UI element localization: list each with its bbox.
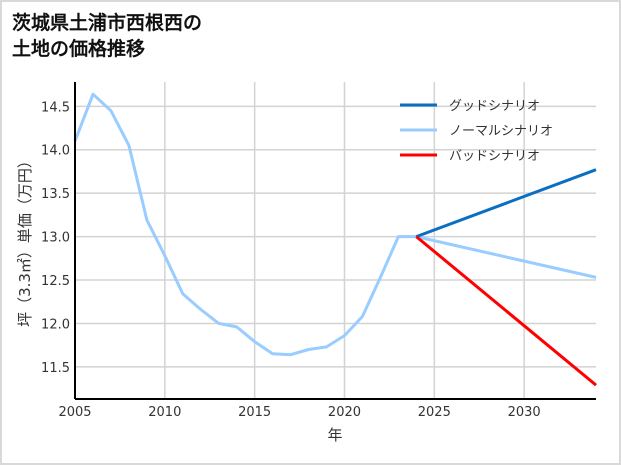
y-tick-label: 13.5 — [41, 187, 70, 202]
x-tick-label: 2025 — [418, 405, 451, 420]
legend-label: グッドシナリオ — [449, 99, 540, 114]
series-line — [73, 92, 597, 357]
chart-title-line-1: 茨城県土浦市西根西の — [12, 12, 203, 34]
chart-title-line-2: 土地の価格推移 — [12, 38, 146, 60]
y-tick-label: 12.5 — [41, 274, 70, 289]
x-tick-label: 2005 — [58, 405, 91, 420]
y-tick-label: 13.0 — [41, 231, 70, 246]
series-lines — [73, 92, 597, 387]
x-axis-label: 年 — [327, 426, 342, 444]
legend-label: ノーマルシナリオ — [449, 124, 553, 139]
gridlines — [74, 82, 596, 399]
x-tick-label: 2020 — [328, 405, 361, 420]
y-tick-label: 12.0 — [41, 317, 70, 332]
axes — [74, 82, 596, 400]
y-tick-label: 11.5 — [41, 361, 70, 376]
chart-title: 茨城県土浦市西根西の 土地の価格推移 — [12, 10, 202, 62]
series-line — [415, 235, 597, 387]
x-tick-label: 2010 — [148, 405, 181, 420]
legend-label: バッドシナリオ — [449, 149, 540, 164]
tick-labels: 2005 2010 2015 2020 2025 2030 11.5 12.0 12.5 13.0… — [41, 100, 541, 420]
y-tick-label: 14.0 — [41, 144, 70, 159]
y-tick-label: 14.5 — [41, 100, 70, 115]
y-axis-label: 坪（3.3㎡）単価（万円） — [16, 153, 34, 327]
x-tick-label: 2030 — [508, 405, 541, 420]
series-line — [415, 168, 597, 239]
x-tick-label: 2015 — [238, 405, 271, 420]
